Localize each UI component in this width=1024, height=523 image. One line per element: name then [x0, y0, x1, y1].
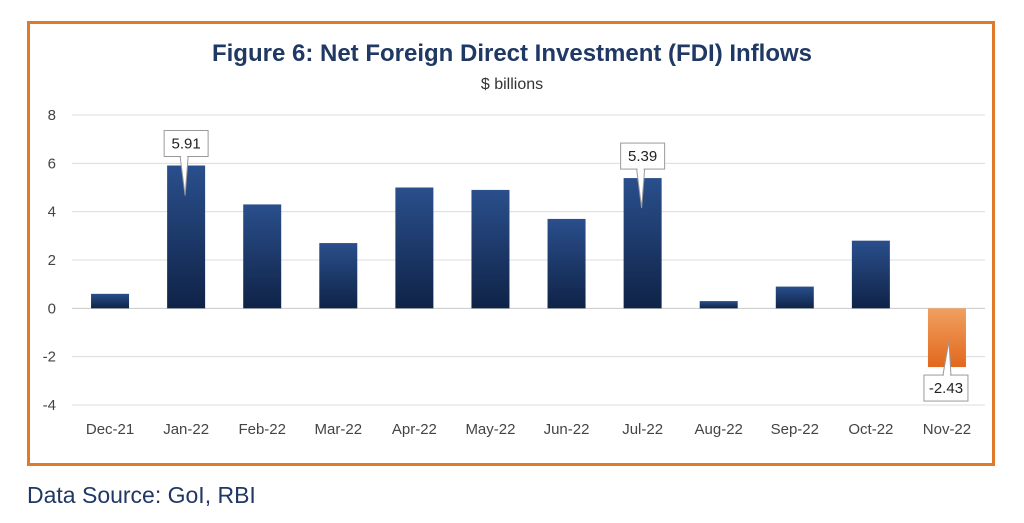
x-tick-label: Oct-22: [848, 421, 893, 438]
y-tick-label: 8: [48, 107, 56, 124]
data-labels: 5.91 5.39 -2.43: [163, 130, 969, 402]
callout-box: [163, 130, 209, 158]
gridlines: [72, 114, 985, 406]
chart-subtitle: $ billions: [481, 76, 543, 93]
bar: [243, 204, 282, 309]
callout-box: [620, 142, 666, 170]
x-tick-label: Sep-22: [771, 421, 819, 438]
y-tick-label: -2: [43, 349, 56, 366]
x-tick-label: Jun-22: [544, 421, 590, 438]
chart-title: Figure 6: Net Foreign Direct Investment …: [212, 40, 812, 67]
bar: [167, 165, 206, 309]
data-label-callout: -2.43: [923, 340, 969, 402]
y-tick-label: -4: [43, 397, 56, 414]
y-tick-label: 6: [48, 155, 56, 172]
x-tick-label: Jan-22: [163, 421, 209, 438]
data-source-note: Data Source: GoI, RBI: [27, 482, 256, 508]
bar: [851, 240, 890, 309]
bar: [395, 187, 434, 309]
data-label-callout: 5.39: [620, 142, 666, 209]
x-tick-label: Nov-22: [923, 421, 971, 438]
bars: [91, 165, 966, 368]
bar: [547, 218, 586, 309]
y-tick-label: 4: [48, 204, 56, 221]
x-tick-label: Apr-22: [392, 421, 437, 438]
bar: [471, 189, 510, 309]
data-label: 5.39: [628, 148, 657, 165]
x-axis-ticks: Dec-21 Jan-22 Feb-22 Mar-22 Apr-22 May-22 Jun-…: [86, 421, 971, 438]
x-tick-label: Aug-22: [695, 421, 743, 438]
bar: [699, 301, 738, 309]
data-label-callout: 5.91: [163, 130, 209, 196]
x-tick-label: Dec-21: [86, 421, 134, 438]
x-tick-label: Mar-22: [315, 421, 363, 438]
bar: [319, 243, 358, 309]
x-tick-label: Feb-22: [238, 421, 286, 438]
data-label: 5.91: [172, 136, 201, 153]
x-tick-label: Jul-22: [622, 421, 663, 438]
y-tick-label: 2: [48, 252, 56, 269]
y-tick-label: 0: [48, 300, 56, 317]
bar: [775, 286, 814, 309]
x-tick-label: May-22: [465, 421, 515, 438]
bar: [91, 293, 130, 309]
data-label: -2.43: [929, 380, 963, 397]
y-axis-ticks: -4 -2 0 2 4 6 8: [43, 107, 56, 414]
